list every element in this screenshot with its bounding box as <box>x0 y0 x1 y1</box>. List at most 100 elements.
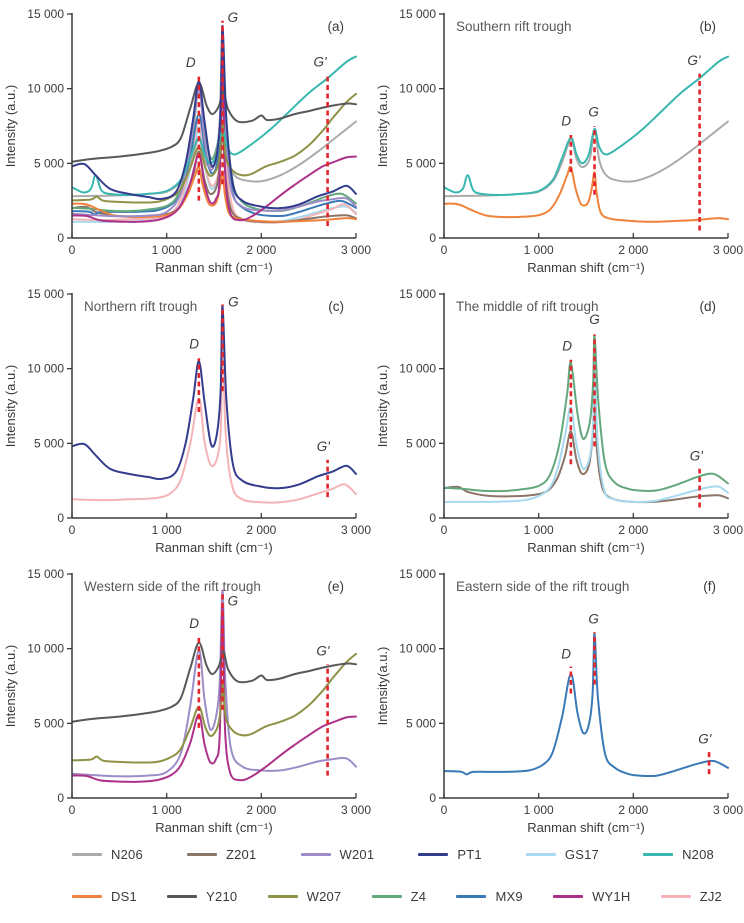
panel-letter: (f) <box>703 579 716 594</box>
x-tick-label: 0 <box>69 523 76 537</box>
panel-e: D G G' 0 1 000 2 000 3 000 0 5 000 10 000 15 000 Ra… <box>0 560 372 840</box>
peak-label-D: D <box>189 616 199 631</box>
chart-b: D G G' 0 1 000 2 000 3 000 0 5 000 10 000 15 000 Ra… <box>375 7 743 275</box>
x-tick-label: 1 000 <box>524 243 554 257</box>
legend-swatch-icon <box>300 852 331 856</box>
legend-label: N206 <box>111 846 143 862</box>
series-line-W201 <box>72 589 357 778</box>
y-tick-label: 0 <box>429 511 436 525</box>
x-tick-label: 3 000 <box>713 523 743 537</box>
series-line-GS17 <box>444 352 729 504</box>
series-line-DS1 <box>444 165 729 223</box>
legend-item-W207: W207 <box>267 888 342 904</box>
series-group <box>72 304 357 504</box>
y-tick-label: 15 000 <box>399 567 436 581</box>
legend-swatch-icon <box>525 852 556 856</box>
x-tick-label: 3 000 <box>341 803 371 817</box>
panel-f: D G G' 0 1 000 2 000 3 000 0 5 000 10 000 15 000 Ra… <box>372 560 744 840</box>
series-group <box>72 589 357 783</box>
peak-label-D: D <box>186 55 196 70</box>
y-tick-label: 10 000 <box>27 82 64 96</box>
x-axis-label: Ranman shift (cm⁻¹) <box>527 820 644 835</box>
series-line-W207 <box>72 652 357 764</box>
y-tick-label: 15 000 <box>399 287 436 301</box>
x-tick-label: 3 000 <box>713 243 743 257</box>
legend-swatch-icon <box>643 852 674 856</box>
legend-label: Y210 <box>206 888 238 904</box>
x-tick-label: 1 000 <box>152 803 182 817</box>
legend-row-2: DS1 Y210 W207 Z4 MX9 WY1H ZJ2 <box>0 886 744 906</box>
legend-item-PT1: PT1 <box>418 846 482 862</box>
legend-item-N208: N208 <box>643 847 714 862</box>
y-tick-label: 10 000 <box>399 82 436 96</box>
panel-title: Eastern side of the rift trough <box>456 579 629 594</box>
legend-item-GS17: GS17 <box>525 846 599 862</box>
legend-label: DS1 <box>111 888 137 904</box>
legend-swatch-icon <box>267 894 298 898</box>
chart-f: D G G' 0 1 000 2 000 3 000 0 5 000 10 000 15 000 Ra… <box>375 567 743 835</box>
x-tick-label: 2 000 <box>618 803 648 817</box>
x-tick-label: 0 <box>441 243 448 257</box>
y-axis-label: Intensity (a.u.) <box>375 85 390 167</box>
legend-item-W201: W201 <box>300 846 375 862</box>
legend-label: W201 <box>339 846 375 862</box>
series-line-N208 <box>72 55 357 196</box>
y-axis-label: Intensity(a.u.) <box>375 647 390 726</box>
x-tick-label: 1 000 <box>152 243 182 257</box>
series-line-Z4 <box>444 334 729 493</box>
legend-label: GS17 <box>564 846 599 862</box>
panel-letter: (e) <box>328 579 345 594</box>
y-tick-label: 0 <box>429 791 436 805</box>
series-line-PT1 <box>72 24 357 210</box>
legend-label: N208 <box>682 846 714 862</box>
series-line-Y210 <box>72 81 357 163</box>
legend-label: PT1 <box>457 846 482 862</box>
legend-item-N206: N206 <box>72 847 143 862</box>
y-tick-label: 15 000 <box>27 567 64 581</box>
legend-swatch-icon <box>186 852 217 856</box>
x-tick-label: 0 <box>441 803 448 817</box>
legend-swatch-icon <box>72 894 102 898</box>
peak-label-G: G <box>588 611 599 626</box>
y-tick-label: 0 <box>57 231 64 245</box>
y-tick-label: 5 000 <box>34 156 64 170</box>
x-tick-label: 2 000 <box>246 523 276 537</box>
peak-label-G: G <box>228 10 239 25</box>
y-tick-label: 5 000 <box>34 436 64 450</box>
y-tick-label: 15 000 <box>27 7 64 21</box>
legend-label: W207 <box>306 888 342 904</box>
panel-b: D G G' 0 1 000 2 000 3 000 0 5 000 10 000 15 000 Ra… <box>372 0 744 280</box>
x-axis-label: Ranman shift (cm⁻¹) <box>155 820 272 835</box>
series-group <box>444 632 729 778</box>
series-line-Y210 <box>72 641 357 723</box>
x-tick-label: 2 000 <box>618 523 648 537</box>
y-tick-label: 5 000 <box>406 156 436 170</box>
series-line-N208 <box>444 55 729 196</box>
panel-title: Western side of the rift trough <box>84 579 261 594</box>
panel-title: The middle of rift trough <box>456 299 599 314</box>
peak-label-D: D <box>561 113 571 128</box>
legend-item-ZJ2: ZJ2 <box>660 889 722 904</box>
peak-label-G': G' <box>690 449 704 464</box>
legend-swatch-icon <box>72 852 102 856</box>
y-tick-label: 10 000 <box>399 362 436 376</box>
x-tick-label: 0 <box>69 243 76 257</box>
x-tick-label: 0 <box>69 803 76 817</box>
peak-label-D: D <box>561 646 571 661</box>
panel-letter: (c) <box>328 299 344 314</box>
x-axis-label: Ranman shift (cm⁻¹) <box>527 540 644 555</box>
peak-label-G': G' <box>313 54 327 69</box>
y-axis-label: Intensity (a.u.) <box>375 365 390 447</box>
y-tick-label: 0 <box>429 231 436 245</box>
peak-label-D: D <box>189 337 199 352</box>
legend-item-MX9: MX9 <box>456 889 523 904</box>
series-group <box>444 55 729 223</box>
series-line-WY1H <box>72 604 357 783</box>
chart-e: D G G' 0 1 000 2 000 3 000 0 5 000 10 000 15 000 Ra… <box>3 567 371 835</box>
chart-d: D G G' 0 1 000 2 000 3 000 0 5 000 10 000 15 000 Ra… <box>375 287 743 555</box>
legend-item-Z201: Z201 <box>186 847 256 862</box>
legend-row-1: N206 Z201 W201 PT1 GS17 N208 <box>0 844 744 864</box>
legend-swatch-icon <box>167 894 198 898</box>
panel-letter: (a) <box>328 19 345 34</box>
